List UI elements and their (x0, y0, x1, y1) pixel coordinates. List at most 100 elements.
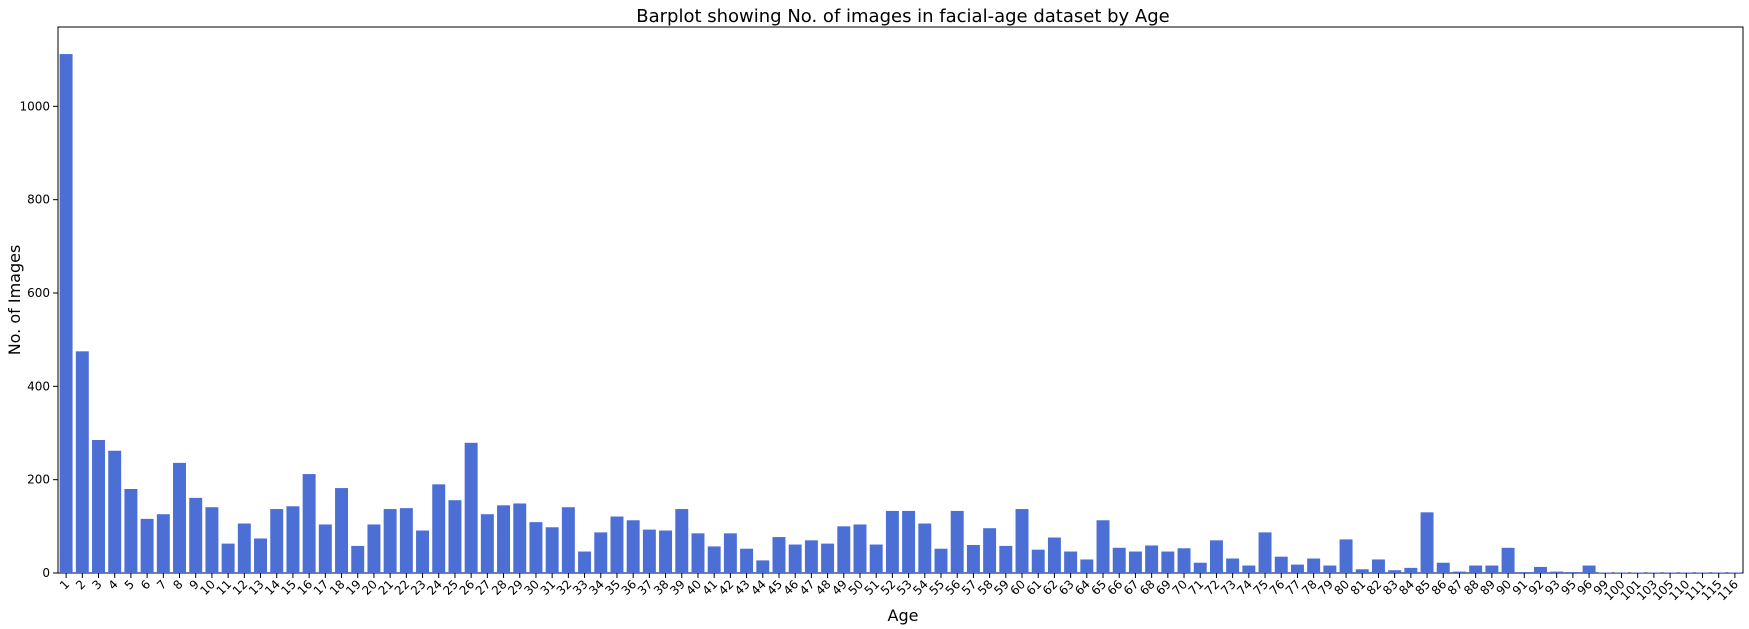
x-tick-label: 4 (106, 577, 121, 592)
x-axis-ticks: 1 2 3 4 5 6 7 8 91011121314151617181920212223242… (57, 573, 1741, 603)
bar-age-78 (1307, 558, 1321, 573)
bar-age-38 (659, 530, 673, 573)
bar-age-41 (707, 546, 721, 573)
bar-age-8 (173, 462, 186, 573)
x-tick-label: 2 (73, 577, 88, 592)
bar-age-62 (1047, 537, 1061, 573)
y-tick-label: 200 (27, 473, 50, 487)
y-tick-label: 600 (27, 286, 50, 300)
bar-age-80 (1339, 539, 1353, 573)
bar-age-68 (1145, 545, 1159, 573)
bar-age-3 (92, 440, 105, 573)
bar-age-48 (821, 543, 835, 573)
bar-age-74 (1242, 565, 1256, 573)
bar-age-40 (691, 533, 705, 573)
bar-age-50 (853, 524, 867, 573)
bar-age-73 (1226, 558, 1240, 573)
bar-age-60 (1015, 509, 1029, 573)
x-tick-label: 5 (122, 577, 137, 592)
bar-age-96 (1582, 565, 1596, 573)
bar-age-30 (529, 522, 543, 573)
bar-age-72 (1209, 540, 1223, 573)
bar-age-56 (950, 510, 964, 573)
bar-age-61 (1031, 549, 1045, 573)
bar-age-1 (59, 54, 73, 573)
bar-age-7 (156, 514, 170, 573)
bar-age-36 (626, 520, 640, 573)
bar-age-45 (772, 537, 786, 573)
bar-age-44 (756, 560, 770, 573)
bar-age-15 (286, 506, 300, 573)
bar-age-93 (1550, 571, 1564, 573)
bar-age-87 (1452, 571, 1466, 573)
bar-age-75 (1258, 532, 1272, 573)
bar-age-26 (464, 442, 478, 573)
bar-age-35 (610, 516, 624, 573)
bar-age-89 (1485, 565, 1499, 573)
bar-age-12 (237, 523, 251, 573)
bar-age-32 (561, 507, 575, 573)
bar-age-65 (1096, 520, 1110, 573)
bar-age-31 (545, 527, 559, 573)
bar-age-55 (934, 548, 948, 573)
bar-age-20 (367, 524, 381, 573)
bar-age-92 (1534, 566, 1547, 573)
x-axis-label: Age (888, 606, 919, 625)
bar-age-34 (594, 532, 608, 573)
bar-age-21 (383, 509, 397, 573)
y-axis-label: No. of Images (5, 245, 24, 356)
bar-age-46 (788, 544, 802, 573)
bar-age-69 (1161, 551, 1175, 573)
bar-age-88 (1469, 565, 1483, 573)
x-tick-label: 3 (89, 577, 104, 592)
bar-age-22 (399, 508, 413, 573)
bar-age-57 (966, 545, 980, 573)
x-tick-label: 7 (154, 577, 169, 592)
x-tick-label: 8 (170, 577, 185, 592)
bar-age-95 (1566, 572, 1580, 573)
bar-age-90 (1501, 547, 1515, 573)
bar-age-79 (1323, 565, 1337, 573)
bar-age-37 (642, 529, 656, 573)
bar-age-27 (480, 514, 494, 573)
bar-age-19 (351, 545, 365, 573)
bar-age-85 (1420, 512, 1434, 573)
bar-age-23 (416, 530, 430, 573)
chart-title: Barplot showing No. of images in facial-… (636, 6, 1169, 27)
bar-age-6 (140, 518, 154, 573)
bar-age-4 (108, 450, 122, 573)
bar-age-64 (1080, 559, 1094, 573)
bar-age-54 (918, 523, 932, 573)
bar-age-14 (270, 509, 284, 573)
bar-age-77 (1290, 564, 1304, 573)
bar-age-84 (1404, 567, 1418, 573)
x-tick-label: 116 (1715, 577, 1741, 603)
bar-age-24 (432, 484, 446, 573)
x-tick-label: 6 (138, 577, 153, 592)
bar-age-66 (1112, 547, 1126, 573)
bar-age-63 (1064, 551, 1078, 573)
bar-age-81 (1355, 569, 1369, 573)
bar-age-82 (1371, 559, 1385, 573)
bar-age-28 (497, 505, 511, 573)
bar-age-10 (205, 507, 219, 573)
bar-age-17 (318, 524, 332, 573)
bar-age-52 (885, 510, 899, 573)
y-tick-label: 400 (27, 379, 50, 393)
bars (59, 54, 1742, 573)
bar-age-49 (837, 526, 851, 573)
bar-age-33 (578, 551, 592, 573)
bar-age-51 (869, 544, 883, 573)
bar-age-59 (999, 545, 1013, 573)
bar-age-25 (448, 500, 462, 573)
bar-age-11 (221, 543, 235, 573)
bar-age-29 (513, 503, 527, 573)
bar-age-83 (1388, 570, 1402, 573)
bar-age-43 (740, 548, 754, 573)
x-tick-label: 1 (57, 577, 72, 592)
bar-age-2 (75, 351, 89, 573)
bar-age-42 (723, 533, 737, 573)
bar-age-70 (1177, 548, 1191, 573)
